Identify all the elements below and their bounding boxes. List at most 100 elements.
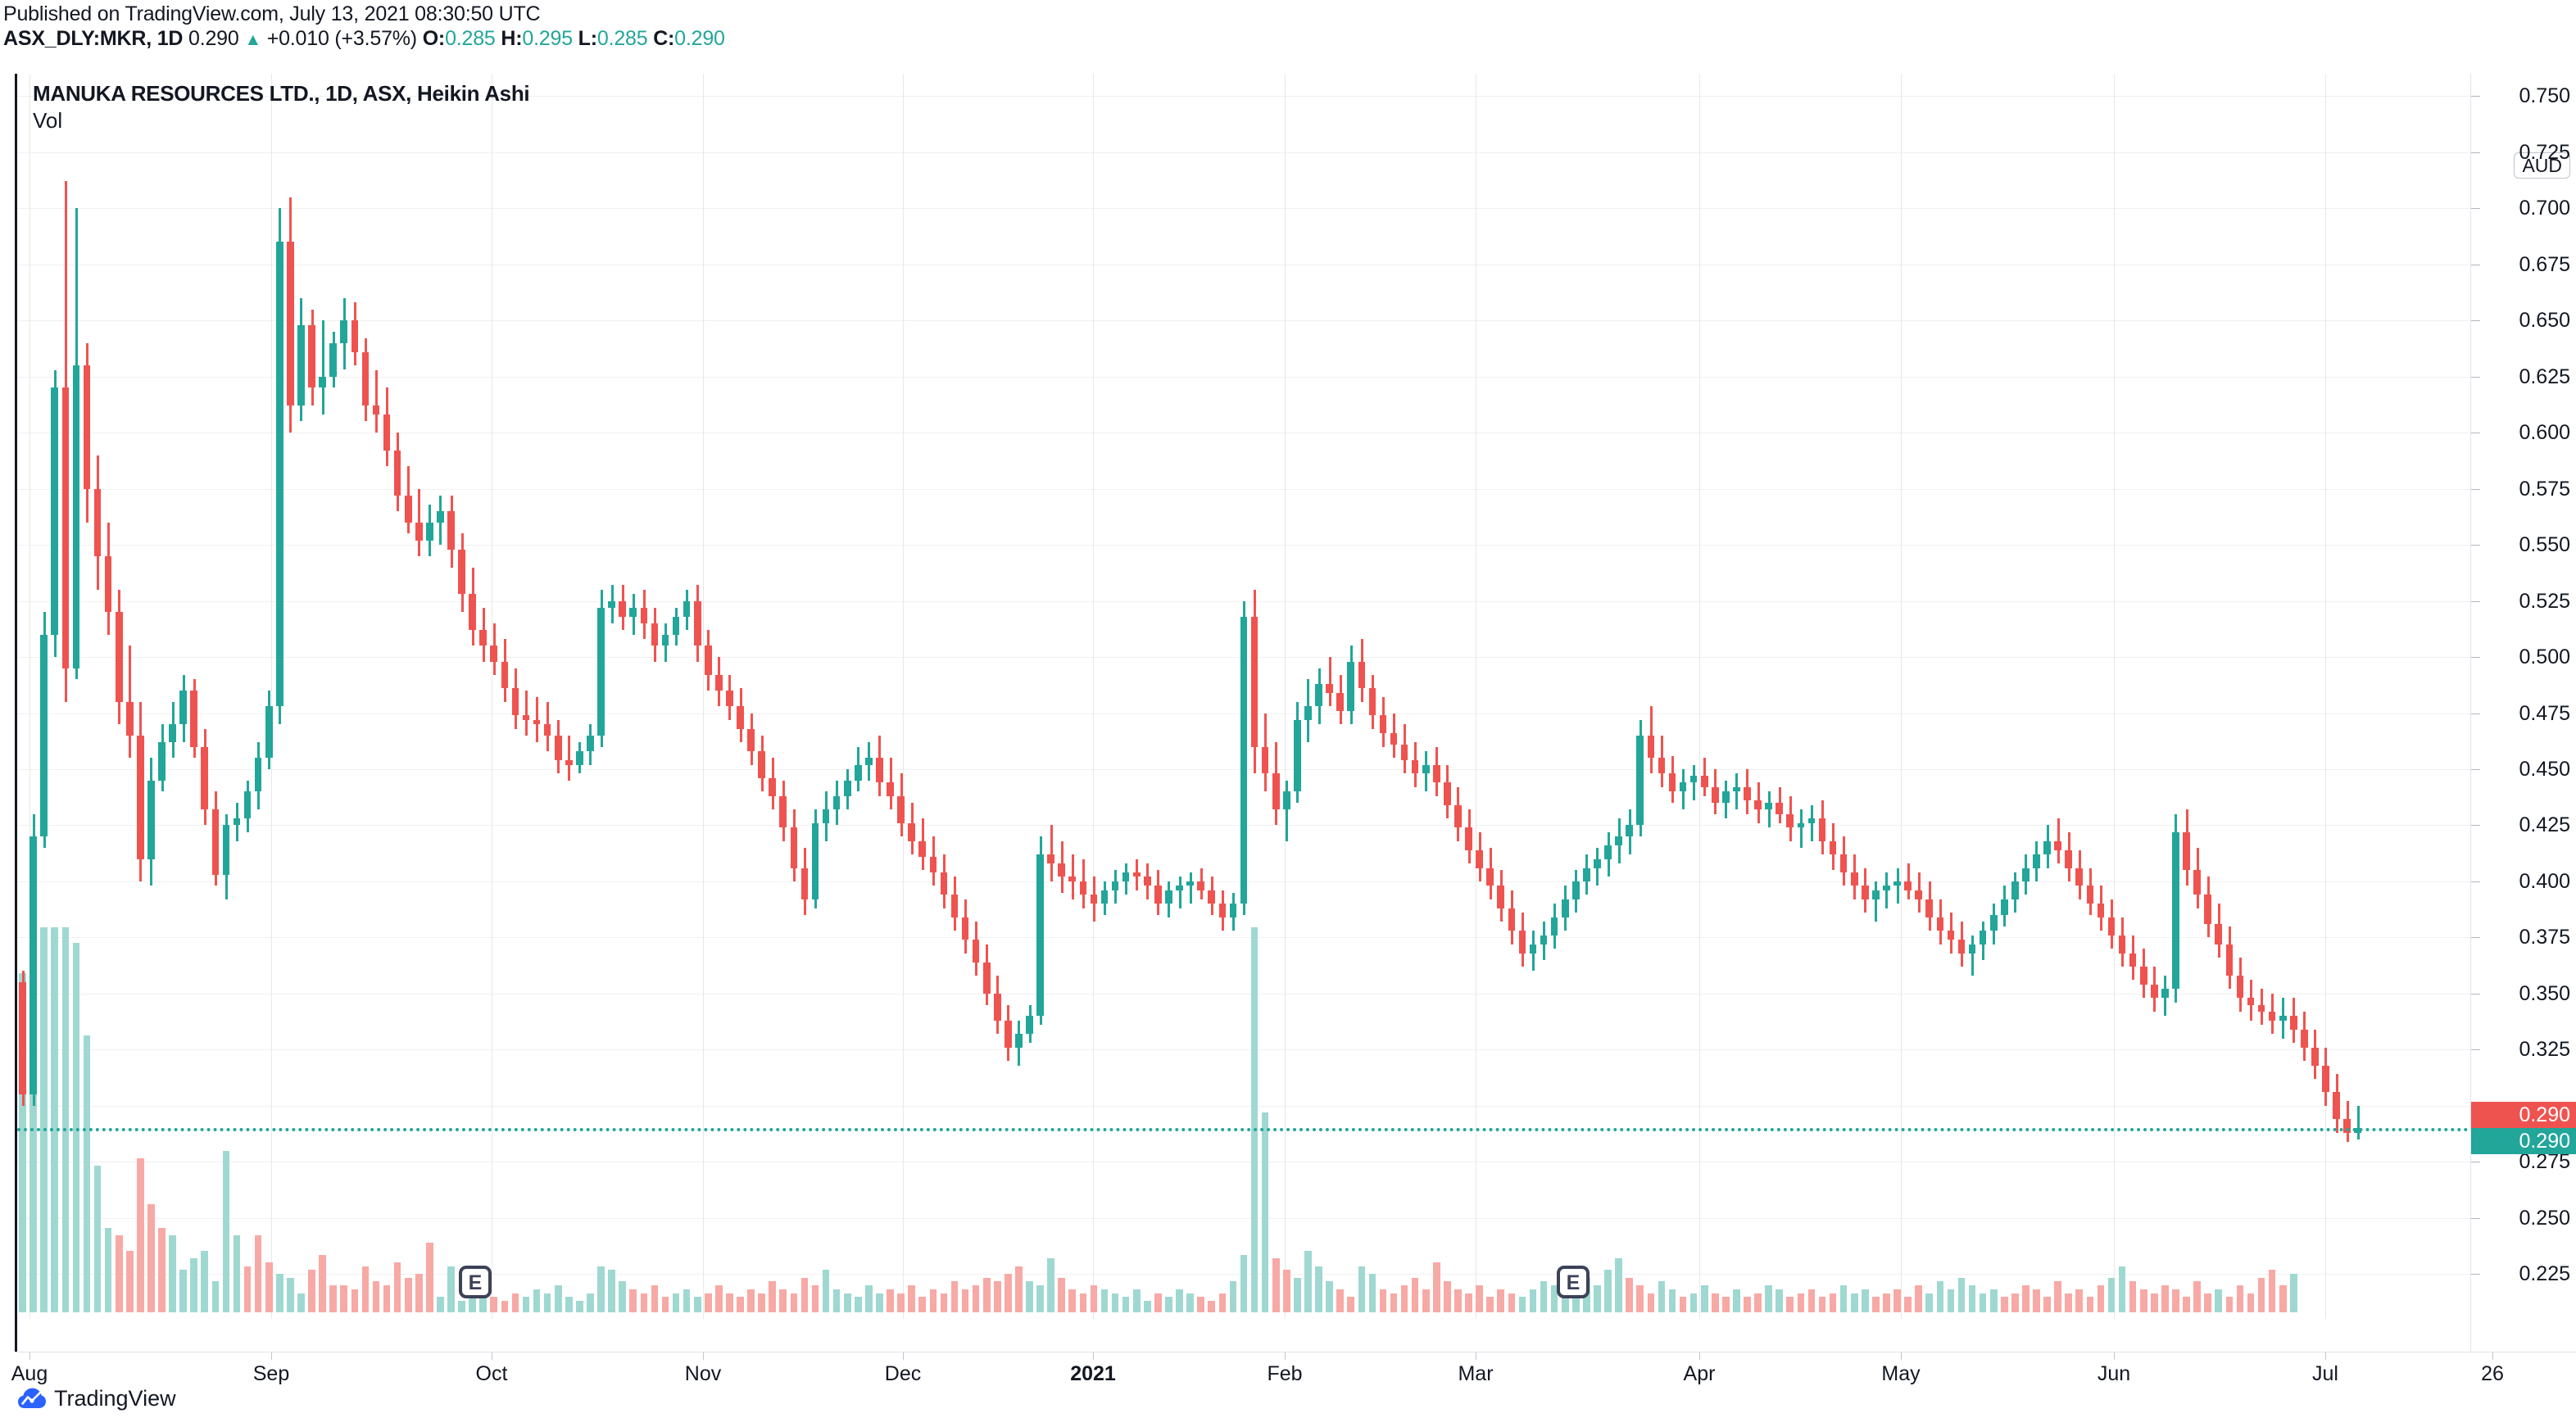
volume-bar bbox=[1839, 1285, 1848, 1312]
volume-bar bbox=[2011, 1293, 2019, 1312]
last-price-badge[interactable]: 0.290 bbox=[2471, 1102, 2576, 1129]
candle-body bbox=[2161, 989, 2169, 999]
candle-body bbox=[1754, 800, 1762, 810]
candle-body bbox=[2236, 975, 2244, 999]
volume-bar bbox=[769, 1281, 777, 1312]
volume-bar bbox=[276, 1274, 283, 1312]
candle-wick bbox=[1885, 872, 1889, 908]
candlestick bbox=[1465, 74, 1472, 1319]
vertical-gridline bbox=[2325, 74, 2326, 1319]
candlestick bbox=[1711, 74, 1719, 1319]
volume-bar bbox=[458, 1300, 465, 1312]
time-tick-mark bbox=[903, 1352, 904, 1360]
candlestick bbox=[2097, 74, 2105, 1319]
candlestick bbox=[1422, 74, 1430, 1319]
volume-bar bbox=[533, 1289, 541, 1312]
high-value: 0.295 bbox=[522, 27, 573, 50]
candle-body bbox=[715, 674, 723, 691]
candle-body bbox=[1508, 908, 1516, 931]
time-tick-mark bbox=[271, 1352, 272, 1360]
candlestick bbox=[758, 74, 765, 1319]
candlestick bbox=[961, 74, 969, 1319]
candlestick bbox=[2354, 74, 2362, 1319]
candlestick bbox=[1947, 74, 1955, 1319]
earnings-marker[interactable]: E bbox=[1557, 1266, 1590, 1298]
volume-bar bbox=[501, 1300, 509, 1312]
volume-bar bbox=[1883, 1293, 1890, 1312]
candle-body bbox=[276, 242, 283, 707]
volume-bar bbox=[554, 1285, 562, 1312]
earnings-marker[interactable]: E bbox=[459, 1266, 492, 1298]
candle-body bbox=[211, 809, 220, 875]
candle-wick bbox=[525, 691, 528, 736]
candle-body bbox=[1454, 804, 1462, 828]
candlestick bbox=[1776, 74, 1784, 1319]
tradingview-brand[interactable]: TradingView bbox=[18, 1386, 176, 1411]
volume-bar bbox=[61, 927, 70, 1312]
volume-bar bbox=[2161, 1285, 2169, 1312]
vertical-gridline bbox=[29, 74, 30, 1319]
candle-body bbox=[832, 795, 841, 810]
volume-bar bbox=[1668, 1289, 1676, 1312]
price-tick-label: 0.450 bbox=[2519, 758, 2570, 781]
volume-bar bbox=[287, 1277, 294, 1312]
volume-bar bbox=[672, 1293, 680, 1312]
volume-bar bbox=[587, 1293, 594, 1312]
candle-body bbox=[361, 351, 370, 406]
candle-body bbox=[1722, 791, 1730, 804]
horizontal-gridline bbox=[17, 96, 2470, 97]
candlestick bbox=[501, 74, 509, 1319]
volume-bar bbox=[950, 1281, 959, 1312]
candle-wick bbox=[1971, 935, 1975, 976]
candlestick bbox=[511, 74, 519, 1319]
volume-bar bbox=[629, 1289, 637, 1312]
volume-bar bbox=[190, 1258, 198, 1312]
candle-body bbox=[287, 242, 294, 406]
candle-body bbox=[1379, 715, 1387, 734]
volume-bar bbox=[661, 1297, 669, 1312]
volume-bar bbox=[93, 1166, 102, 1312]
candlestick bbox=[1358, 74, 1366, 1319]
candle-body bbox=[876, 758, 883, 783]
close-price-badge[interactable]: 0.290 bbox=[2471, 1128, 2576, 1155]
volume-bar bbox=[1518, 1297, 1526, 1312]
candle-body bbox=[1765, 803, 1772, 810]
volume-bar bbox=[437, 1297, 444, 1312]
candlestick bbox=[1797, 74, 1805, 1319]
last-price: 0.290 bbox=[188, 27, 239, 50]
candle-body bbox=[2150, 984, 2158, 999]
volume-bar bbox=[1090, 1285, 1098, 1312]
candlestick bbox=[897, 74, 905, 1319]
candlestick bbox=[747, 74, 755, 1319]
candlestick bbox=[704, 74, 712, 1319]
candle-body bbox=[1786, 813, 1794, 828]
high-key: H: bbox=[501, 27, 523, 50]
candle-body bbox=[1989, 915, 1998, 931]
open-value: 0.285 bbox=[445, 27, 496, 50]
symbol-label[interactable]: ASX_DLY:MKR, 1D bbox=[3, 27, 184, 50]
time-tick-label: Aug bbox=[11, 1362, 48, 1385]
volume-bar bbox=[1390, 1293, 1398, 1312]
candle-body bbox=[243, 791, 252, 819]
candlestick bbox=[1915, 74, 1922, 1319]
price-axis[interactable]: AUD 0.750 0.725 0.700 0.675 0.650 0.625 0.600 0… bbox=[2470, 74, 2576, 1352]
candlestick bbox=[1883, 74, 1890, 1319]
volume-bar bbox=[329, 1285, 337, 1312]
volume-bar bbox=[158, 1227, 166, 1312]
candle-body bbox=[501, 661, 509, 689]
candle-body bbox=[1807, 818, 1816, 823]
volume-bar bbox=[1197, 1297, 1204, 1312]
candle-body bbox=[233, 818, 241, 826]
currency-badge[interactable]: AUD bbox=[2514, 152, 2570, 179]
time-axis[interactable]: Aug Sep Oct Nov Dec 2021 Feb Mar Apr May Jun Jul 26 bbox=[11, 1352, 2576, 1392]
candle-body bbox=[2043, 840, 2051, 855]
vertical-gridline bbox=[1699, 74, 1700, 1319]
volume-bar bbox=[1626, 1277, 1633, 1312]
candle-body bbox=[1122, 872, 1130, 881]
candlestick bbox=[254, 74, 262, 1319]
volume-bar bbox=[83, 1035, 91, 1312]
candle-body bbox=[1615, 836, 1622, 846]
candle-body bbox=[222, 825, 230, 875]
candle-body bbox=[608, 600, 615, 608]
